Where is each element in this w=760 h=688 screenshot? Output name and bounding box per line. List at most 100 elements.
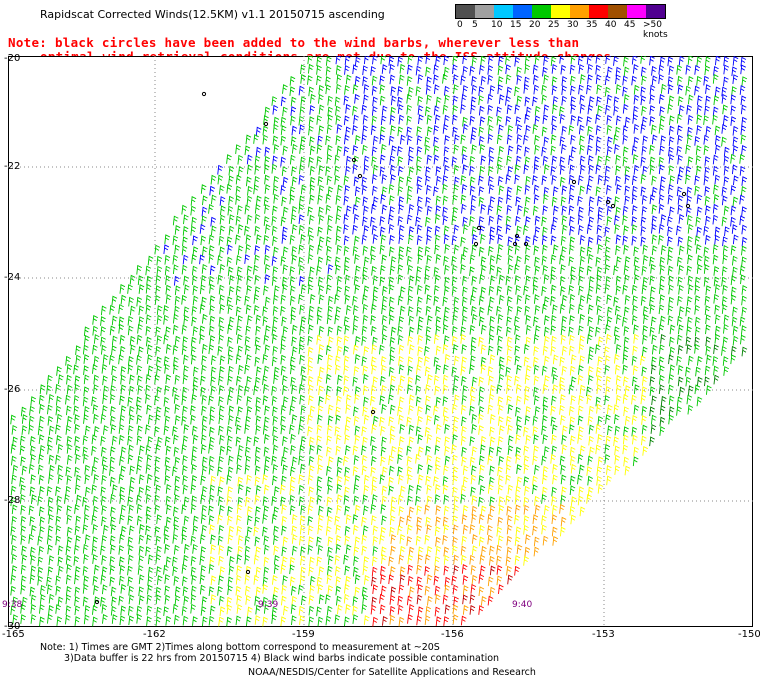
- wind-barb: [218, 316, 225, 327]
- wind-barb: [264, 184, 271, 194]
- wind-barb: [487, 576, 494, 587]
- wind-barb: [552, 354, 559, 365]
- wind-barb: [632, 295, 638, 306]
- wind-barb: [139, 445, 145, 456]
- wind-barb: [469, 266, 475, 276]
- wind-barb: [183, 543, 190, 554]
- wind-barb: [532, 124, 539, 134]
- wind-barb: [552, 95, 559, 106]
- wind-barb: [334, 294, 340, 305]
- wind-barb: [318, 236, 325, 247]
- wind-barb: [686, 195, 693, 206]
- wind-barb: [327, 415, 334, 425]
- wind-barb: [550, 56, 557, 67]
- wind-barb: [47, 496, 54, 507]
- wind-barb: [210, 534, 216, 545]
- wind-barb: [595, 256, 602, 267]
- wind-barb: [741, 176, 748, 186]
- wind-barb: [676, 225, 682, 236]
- wind-barb: [516, 66, 522, 77]
- wind-barb: [66, 474, 73, 485]
- wind-barb: [694, 85, 700, 96]
- wind-barb: [570, 496, 577, 507]
- wind-barb: [687, 156, 694, 166]
- wind-barb: [325, 135, 331, 146]
- wind-barb: [299, 524, 306, 535]
- wind-barb: [515, 196, 522, 206]
- wind-barb: [379, 215, 386, 226]
- wind-barb: [514, 334, 521, 345]
- wind-barb: [624, 294, 631, 305]
- wind-barb: [154, 526, 161, 536]
- wind-barb: [290, 364, 296, 375]
- wind-barb: [532, 356, 539, 367]
- wind-barb: [534, 325, 541, 335]
- wind-barb: [678, 56, 685, 66]
- wind-barb: [633, 384, 640, 394]
- wind-barb: [434, 225, 441, 236]
- wind-barb: [578, 426, 584, 436]
- wind-barb: [524, 156, 531, 167]
- wind-barb: [145, 384, 151, 395]
- wind-barb: [82, 396, 89, 407]
- wind-barb: [660, 176, 666, 186]
- wind-barb: [577, 433, 583, 444]
- wind-barb: [426, 294, 432, 305]
- wind-barb: [371, 455, 377, 466]
- wind-barb: [174, 403, 181, 414]
- wind-barb: [226, 474, 233, 485]
- wind-barb: [606, 404, 613, 415]
- wind-barb: [659, 426, 666, 436]
- wind-barb: [714, 125, 721, 136]
- wind-barb: [588, 424, 595, 435]
- wind-barb: [435, 456, 441, 467]
- wind-barb: [164, 254, 171, 265]
- wind-barb: [669, 324, 676, 335]
- wind-barb: [174, 494, 180, 505]
- latitude-label: -28: [4, 495, 21, 506]
- wind-barb: [92, 505, 99, 516]
- wind-barb: [283, 605, 289, 616]
- wind-barb: [343, 335, 350, 346]
- wind-barb: [506, 535, 513, 546]
- wind-barb: [174, 415, 181, 425]
- wind-barb: [190, 346, 197, 356]
- wind-barb: [291, 143, 298, 154]
- wind-barb: [47, 525, 54, 536]
- wind-barb: [335, 83, 342, 94]
- wind-barb: [487, 74, 494, 85]
- wind-barb: [398, 114, 405, 125]
- wind-barb: [578, 275, 584, 286]
- wind-barb: [200, 605, 207, 616]
- wind-barb: [190, 504, 197, 514]
- wind-barb: [640, 216, 647, 227]
- scale-label: 15: [510, 20, 522, 30]
- wind-barb: [65, 485, 71, 496]
- wind-barb: [129, 476, 136, 487]
- wind-barb: [586, 386, 592, 397]
- wind-barb: [300, 463, 306, 474]
- wind-barb: [273, 374, 279, 384]
- wind-barb: [721, 304, 728, 314]
- wind-barb: [255, 234, 262, 244]
- wind-barb: [713, 66, 719, 76]
- wind-barb: [344, 505, 351, 516]
- wind-barb: [254, 225, 261, 236]
- wind-barb: [245, 486, 252, 497]
- wind-barb: [307, 365, 314, 376]
- wind-barb: [327, 214, 333, 225]
- wind-barb: [345, 155, 352, 166]
- wind-barb: [614, 465, 621, 475]
- wind-barb: [461, 184, 468, 194]
- wind-barb: [55, 454, 61, 465]
- wind-barb: [434, 606, 441, 617]
- wind-barb: [442, 476, 449, 486]
- wind-barb: [687, 235, 693, 246]
- contamination-circle: [571, 179, 577, 185]
- wind-barb: [272, 594, 278, 604]
- wind-barb: [127, 425, 134, 435]
- wind-barb: [676, 256, 683, 267]
- wind-barb: [622, 215, 628, 225]
- wind-barb: [334, 426, 341, 436]
- wind-barb: [489, 413, 496, 424]
